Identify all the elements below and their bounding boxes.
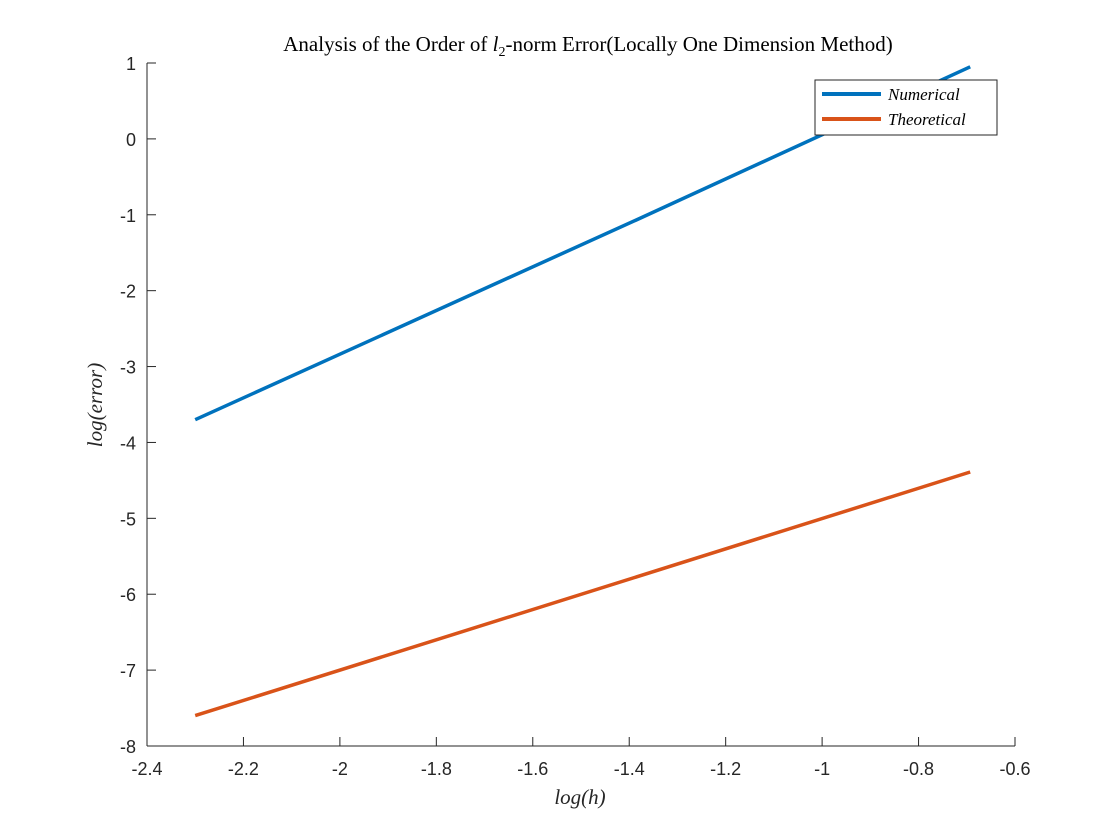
title-subscript: 2 [498, 45, 505, 60]
y-tick-label: -6 [120, 585, 136, 605]
y-tick-label: 0 [126, 130, 136, 150]
x-tick-label: -0.6 [999, 759, 1030, 779]
x-tick-label: -0.8 [903, 759, 934, 779]
axes [146, 63, 1015, 747]
x-tick-label: -1.2 [710, 759, 741, 779]
title-suffix: -norm Error(Locally One Dimension Method… [505, 32, 892, 56]
x-tick-label: -1.6 [517, 759, 548, 779]
y-tick-label: -5 [120, 509, 136, 529]
title-variable: l [493, 32, 499, 56]
x-axis-label: log(h) [554, 785, 605, 809]
y-tick-label: -8 [120, 737, 136, 757]
x-tick-label: -1 [814, 759, 830, 779]
y-tick-label: 1 [126, 54, 136, 74]
y-tick-label: -4 [120, 433, 136, 453]
title-prefix: Analysis of the Order of [283, 32, 492, 56]
y-axis-label: log(error) [83, 363, 107, 447]
x-tick-label: -2.4 [131, 759, 162, 779]
y-axis-ticks: -8 -7 -6 -5 -4 -3 -2 -1 0 1 [120, 54, 156, 757]
y-tick-label: -2 [120, 282, 136, 302]
legend-box [814, 79, 998, 136]
legend-label-numerical: Numerical [887, 85, 960, 104]
y-tick-label: -3 [120, 358, 136, 378]
legend: Numerical Theoretical [814, 79, 998, 136]
x-tick-label: -1.8 [421, 759, 452, 779]
y-tick-label: -1 [120, 206, 136, 226]
x-tick-label: -2 [332, 759, 348, 779]
plot-lines [194, 65, 971, 718]
series-line-theoretical [194, 470, 971, 718]
x-tick-label: -2.2 [228, 759, 259, 779]
x-tick-label: -1.4 [614, 759, 645, 779]
x-axis-ticks: -2.4 -2.2 -2 -1.8 -1.6 -1.4 -1.2 -1 -0.8 -0.6 [131, 737, 1031, 779]
chart-title: Analysis of the Order of l2-norm Error(L… [283, 32, 892, 60]
y-tick-label: -7 [120, 661, 136, 681]
legend-label-theoretical: Theoretical [888, 110, 966, 129]
